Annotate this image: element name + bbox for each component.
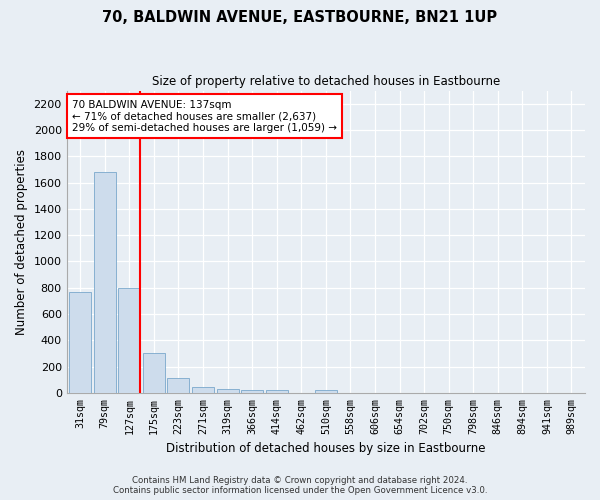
Bar	[315, 390, 337, 393]
Bar	[94, 172, 116, 393]
Text: Contains HM Land Registry data © Crown copyright and database right 2024.
Contai: Contains HM Land Registry data © Crown c…	[113, 476, 487, 495]
Title: Size of property relative to detached houses in Eastbourne: Size of property relative to detached ho…	[152, 75, 500, 88]
Text: 70, BALDWIN AVENUE, EASTBOURNE, BN21 1UP: 70, BALDWIN AVENUE, EASTBOURNE, BN21 1UP	[103, 10, 497, 25]
Bar	[167, 378, 190, 393]
Bar	[217, 388, 239, 393]
Bar	[118, 288, 140, 393]
Text: 70 BALDWIN AVENUE: 137sqm
← 71% of detached houses are smaller (2,637)
29% of se: 70 BALDWIN AVENUE: 137sqm ← 71% of detac…	[72, 100, 337, 133]
Bar	[266, 390, 288, 393]
Y-axis label: Number of detached properties: Number of detached properties	[15, 148, 28, 334]
X-axis label: Distribution of detached houses by size in Eastbourne: Distribution of detached houses by size …	[166, 442, 485, 455]
Bar	[143, 354, 165, 393]
Bar	[241, 390, 263, 393]
Bar	[192, 387, 214, 393]
Bar	[69, 292, 91, 393]
